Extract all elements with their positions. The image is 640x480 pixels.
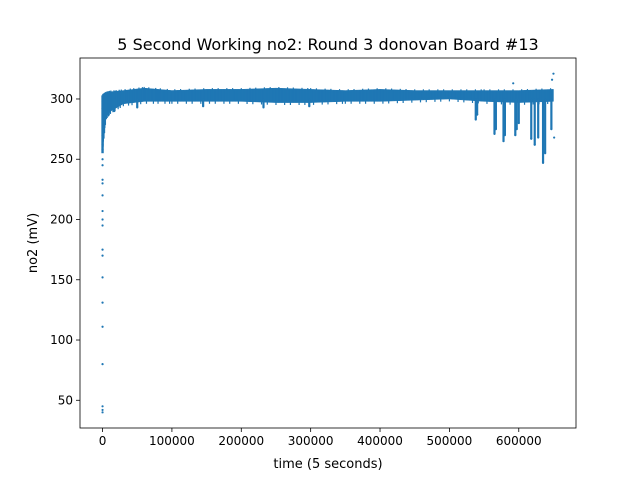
outlier-point <box>552 72 555 75</box>
dip-point <box>113 109 116 113</box>
x-tick-label: 500000 <box>426 434 472 448</box>
x-tick-label: 400000 <box>357 434 403 448</box>
x-tick-label: 200000 <box>218 434 264 448</box>
dip-point <box>515 128 518 131</box>
startup-point <box>101 178 104 181</box>
dip-point <box>550 128 553 131</box>
dip-point <box>537 136 540 139</box>
y-tick-label: 100 <box>50 333 73 347</box>
scatter-plot-area <box>101 72 556 414</box>
startup-point <box>101 209 104 213</box>
y-axis-label: no2 (mV) <box>26 213 41 273</box>
dip-point <box>262 106 265 109</box>
dip-point <box>136 106 139 109</box>
dip-point <box>533 143 536 146</box>
y-tick-label: 50 <box>58 393 73 407</box>
dip-point <box>503 134 506 137</box>
startup-point <box>101 182 104 185</box>
startup-point <box>101 248 104 251</box>
dip-point <box>493 132 496 136</box>
y-axis-ticks: 50 100 150 200 250 300 <box>50 92 80 407</box>
x-tick-label: 300000 <box>288 434 334 448</box>
x-tick-label: 100000 <box>149 434 195 448</box>
startup-point <box>101 194 104 197</box>
y-tick-label: 200 <box>50 212 73 226</box>
dip-point <box>476 113 479 116</box>
startup-point <box>101 276 104 279</box>
dip-point <box>544 152 547 155</box>
dip-point <box>530 137 533 140</box>
y-tick-label: 300 <box>50 92 73 106</box>
chart-title: 5 Second Working no2: Round 3 donovan Bo… <box>117 35 538 54</box>
dip-point <box>541 161 545 164</box>
startup-point <box>101 325 104 328</box>
dip-point <box>202 105 205 108</box>
outlier-point <box>553 136 556 139</box>
x-axis-label: time (5 seconds) <box>273 457 382 472</box>
startup-point <box>101 218 104 221</box>
x-tick-label: 0 <box>99 434 107 448</box>
x-axis-ticks: 0 100000 200000 300000 400000 500000 600000 <box>99 428 542 448</box>
dip-point <box>494 128 497 131</box>
startup-point <box>101 408 104 412</box>
startup-point <box>101 254 104 257</box>
startup-point <box>101 164 104 167</box>
outlier-point <box>512 82 515 85</box>
y-tick-label: 250 <box>50 152 73 166</box>
startup-point <box>101 301 104 304</box>
plot-frame <box>79 57 577 429</box>
startup-point <box>101 363 104 366</box>
startup-point <box>101 158 104 161</box>
dip-point <box>517 121 520 125</box>
y-tick-label: 150 <box>50 273 73 287</box>
startup-point <box>101 405 104 408</box>
startup-point <box>101 411 104 414</box>
dip-point <box>474 118 477 121</box>
startup-point <box>101 224 104 227</box>
dip-point <box>514 134 517 137</box>
dip-point <box>308 105 311 108</box>
dip-point <box>502 140 505 143</box>
x-tick-label: 600000 <box>496 434 542 448</box>
outlier-point <box>550 78 554 81</box>
